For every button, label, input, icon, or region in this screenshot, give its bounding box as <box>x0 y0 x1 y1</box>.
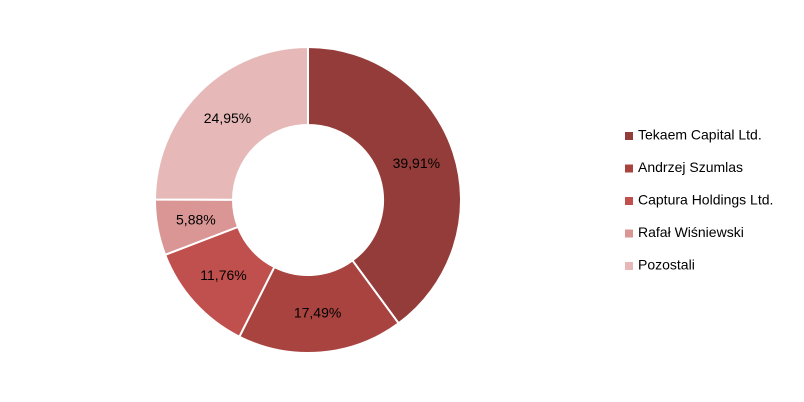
data-label: 5,88% <box>176 211 216 227</box>
data-label: 17,49% <box>294 304 341 320</box>
data-label: 24,95% <box>204 110 251 126</box>
donut-slice <box>307 45 462 325</box>
legend-label: Captura Holdings Ltd. <box>638 192 773 208</box>
legend-swatch <box>625 197 633 205</box>
legend-label: Pozostali <box>638 257 695 273</box>
legend-swatch <box>625 262 633 270</box>
legend-swatch <box>625 229 633 238</box>
legend-label: Andrzej Szumlas <box>638 159 743 175</box>
legend-label: Rafał Wiśniewski <box>638 224 744 240</box>
legend-swatch <box>625 164 633 173</box>
data-label: 39,91% <box>393 155 440 171</box>
data-label: 11,76% <box>200 267 246 283</box>
donut-slice <box>153 45 309 201</box>
legend-swatch <box>625 132 633 140</box>
donut-slice <box>238 259 400 354</box>
legend-label: Tekaem Capital Ltd. <box>638 127 762 143</box>
